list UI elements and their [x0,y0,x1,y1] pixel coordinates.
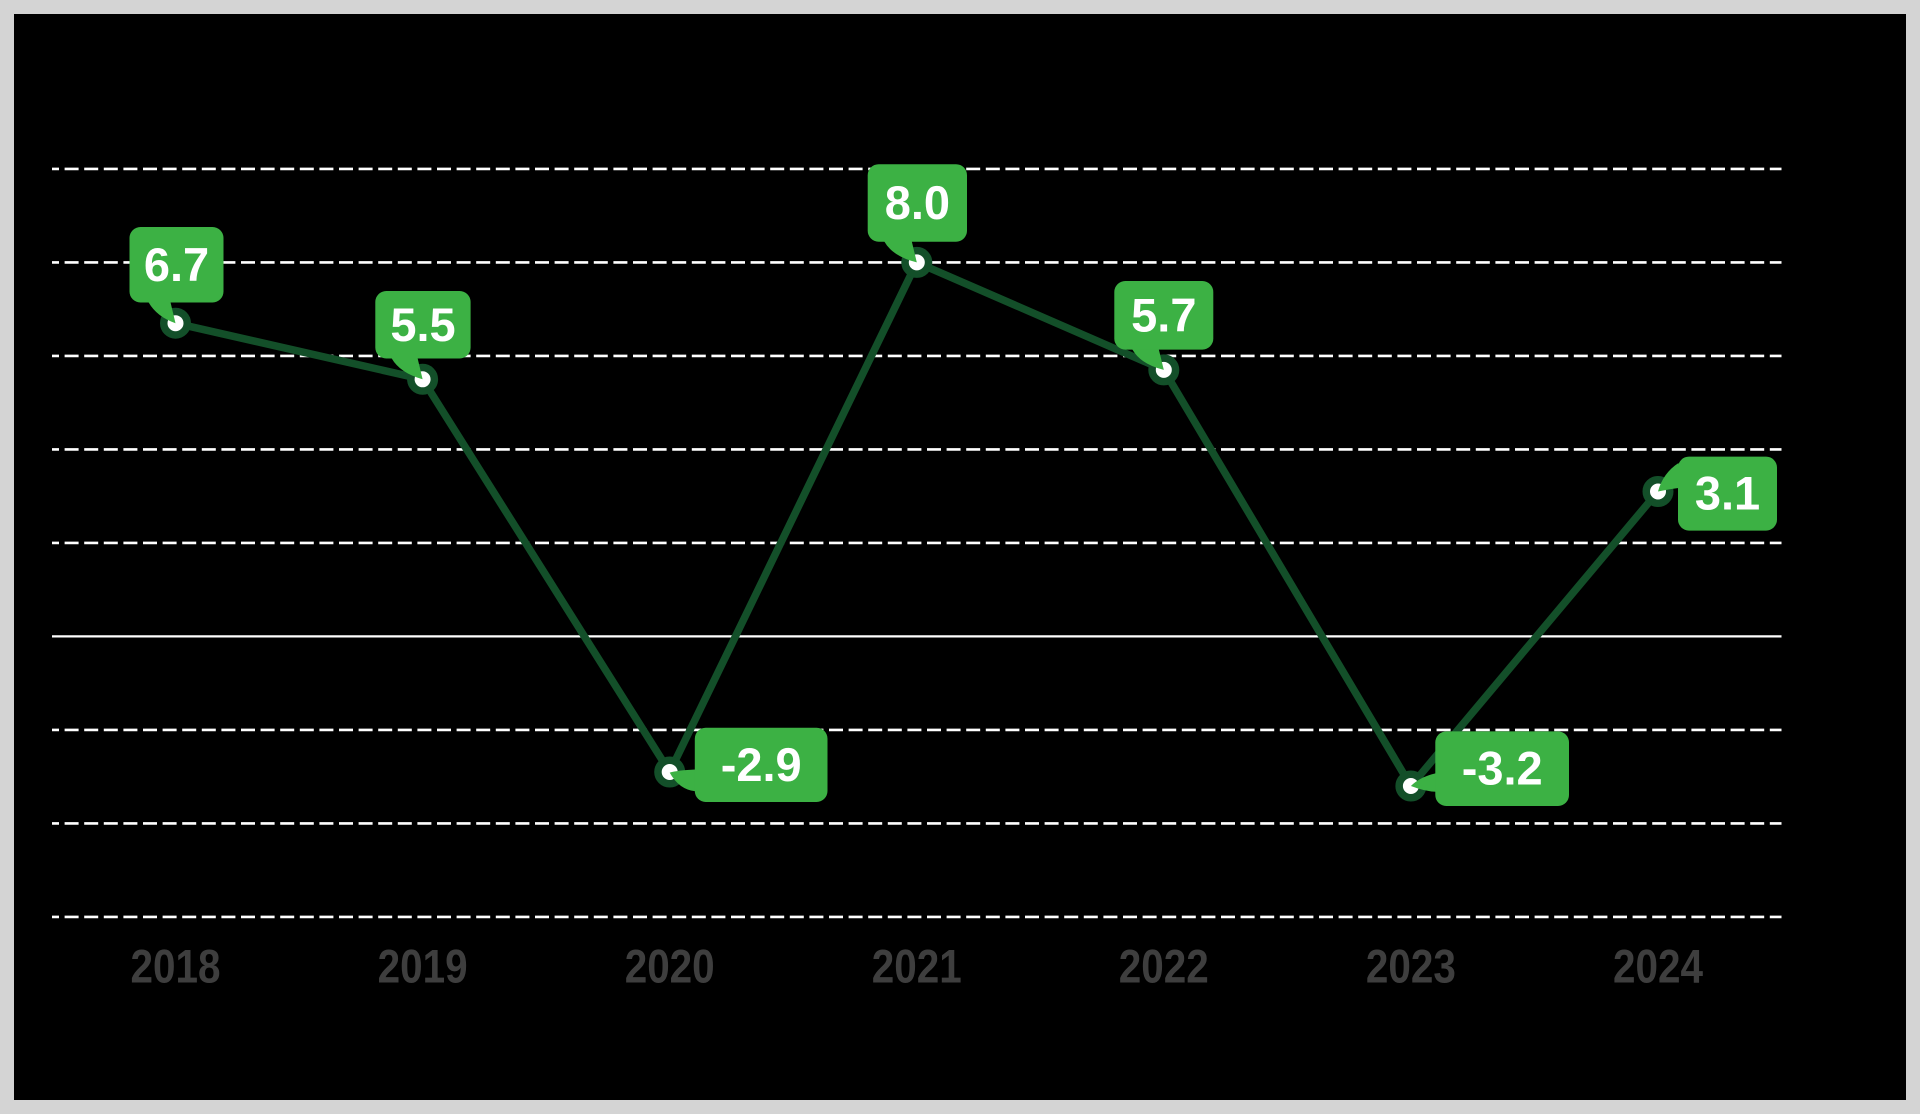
svg-text:-2.9: -2.9 [721,738,802,791]
svg-text:2019: 2019 [378,940,468,993]
svg-text:2020: 2020 [625,940,715,993]
svg-text:5.7: 5.7 [1131,288,1196,341]
svg-text:2023: 2023 [1366,940,1456,993]
svg-text:2018: 2018 [131,940,221,993]
svg-text:-3.2: -3.2 [1462,742,1543,795]
svg-text:5.5: 5.5 [390,298,455,351]
svg-text:2024: 2024 [1613,940,1703,993]
svg-text:8.0: 8.0 [885,176,950,229]
svg-text:3.1: 3.1 [1695,467,1760,520]
svg-text:6.7: 6.7 [144,238,209,291]
svg-text:2022: 2022 [1119,940,1209,993]
svg-text:2021: 2021 [872,940,962,993]
